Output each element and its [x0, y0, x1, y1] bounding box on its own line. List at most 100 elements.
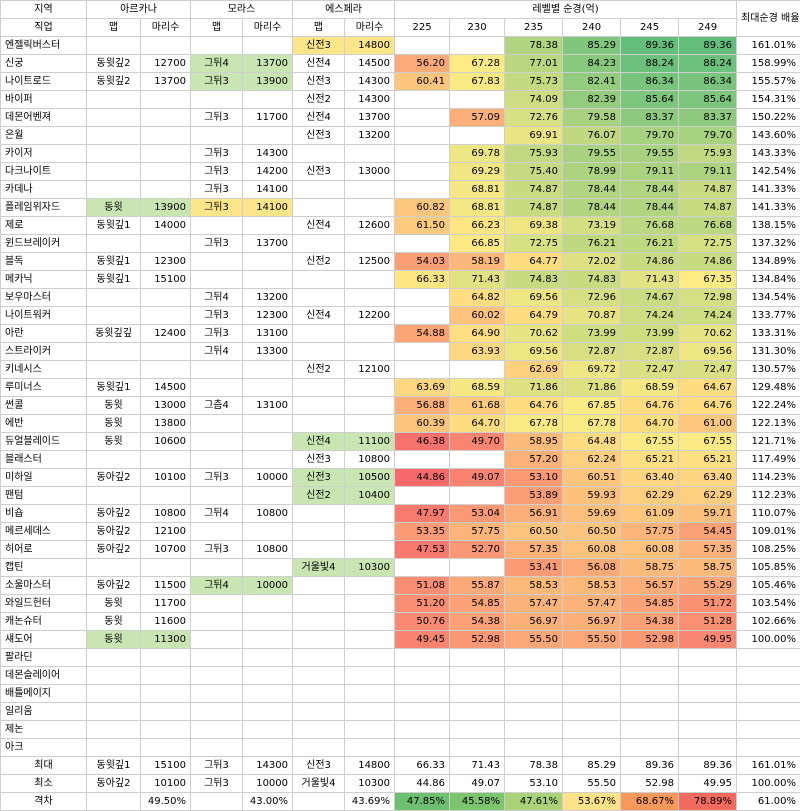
exp-value-230: 67.28 [450, 55, 505, 73]
exp-value-235: 53.41 [505, 559, 563, 577]
arcana-map [87, 37, 141, 55]
exp-value-249: 67.55 [679, 433, 737, 451]
exp-value-240: 71.86 [563, 379, 621, 397]
arcana-count: 12400 [141, 325, 191, 343]
exp-value-225: 54.88 [395, 325, 450, 343]
exp-value-249: 75.93 [679, 145, 737, 163]
exp-value-225: 47.53 [395, 541, 450, 559]
exp-value-235: 60.50 [505, 523, 563, 541]
exp-value-245: 79.11 [621, 163, 679, 181]
max-ratio: 134.54% [737, 289, 800, 307]
job-name: 미하일 [1, 469, 87, 487]
exp-value-240: 72.87 [563, 343, 621, 361]
morass-count: 13100 [243, 325, 293, 343]
esfera-map: 신전2 [293, 253, 345, 271]
exp-value-235: 74.09 [505, 91, 563, 109]
exp-value-230 [450, 703, 505, 721]
esfera-count: 14500 [345, 55, 395, 73]
exp-value-230: 68.59 [450, 379, 505, 397]
header-row-1: 지역 아르카나 모라스 에스페라 레벨별 순경(억) 최대순경 배율 [1, 1, 800, 19]
exp-value-249: 69.56 [679, 343, 737, 361]
max-ratio: 133.31% [737, 325, 800, 343]
arcana-count: 14000 [141, 217, 191, 235]
esfera-count [345, 145, 395, 163]
morass-count [243, 271, 293, 289]
esfera-count [345, 415, 395, 433]
morass-map: 그뒤3 [191, 757, 243, 775]
morass-map [191, 271, 243, 289]
job-name: 제논 [1, 721, 87, 739]
exp-value-240: 74.83 [563, 271, 621, 289]
morass-map [191, 415, 243, 433]
exp-value-225: 51.08 [395, 577, 450, 595]
arcana-count [141, 739, 191, 757]
summary-value-235: 47.61% [505, 793, 563, 811]
level-230-header: 230 [450, 19, 505, 37]
max-ratio: 158.99% [737, 55, 800, 73]
arcana-count: 15100 [141, 271, 191, 289]
exp-value-249: 72.98 [679, 289, 737, 307]
exp-value-249: 62.29 [679, 487, 737, 505]
arcana-map: 동윗깊2 [87, 73, 141, 91]
exp-value-225 [395, 487, 450, 505]
morass-count [243, 253, 293, 271]
arcana-count [141, 37, 191, 55]
exp-value-230: 66.23 [450, 217, 505, 235]
morass-map: 그뒤3 [191, 145, 243, 163]
exp-value-240: 78.44 [563, 181, 621, 199]
level-245-header: 245 [621, 19, 679, 37]
exp-value-240: 67.78 [563, 415, 621, 433]
morass-count [243, 433, 293, 451]
max-ratio: 129.48% [737, 379, 800, 397]
job-name: 블독 [1, 253, 87, 271]
arcana-map [87, 721, 141, 739]
arcana-count: 10800 [141, 505, 191, 523]
exp-value-230: 66.85 [450, 235, 505, 253]
esfera-count: 13200 [345, 127, 395, 145]
esfera-map: 신전3 [293, 73, 345, 91]
morass-count: 14100 [243, 199, 293, 217]
exp-value-235: 78.38 [505, 37, 563, 55]
morass-count: 11700 [243, 109, 293, 127]
esfera-count [345, 631, 395, 649]
morass-map: 그뒤3 [191, 325, 243, 343]
morass-count [243, 667, 293, 685]
job-name: 캡틴 [1, 559, 87, 577]
exp-value-245 [621, 649, 679, 667]
exp-value-225: 66.33 [395, 271, 450, 289]
morass-count [243, 721, 293, 739]
esfera-header: 에스페라 [293, 1, 395, 19]
max-ratio: 108.25% [737, 541, 800, 559]
esfera-map: 신전4 [293, 109, 345, 127]
morass-count [243, 523, 293, 541]
morass-count [243, 127, 293, 145]
arcana-count: 49.50% [141, 793, 191, 811]
exp-value-235: 75.93 [505, 145, 563, 163]
job-name: 플레임위자드 [1, 199, 87, 217]
exp-value-235: 55.50 [505, 631, 563, 649]
exp-value-225 [395, 145, 450, 163]
arcana-count [141, 289, 191, 307]
esfera-count: 10500 [345, 469, 395, 487]
arcana-map [87, 793, 141, 811]
max-ratio: 102.66% [737, 613, 800, 631]
summary-value-230: 49.07 [450, 775, 505, 793]
exp-value-245: 78.44 [621, 199, 679, 217]
exp-value-245: 78.44 [621, 181, 679, 199]
max-ratio: 134.89% [737, 253, 800, 271]
job-name: 메카닉 [1, 271, 87, 289]
esfera-map [293, 271, 345, 289]
arcana-map: 동아깊2 [87, 775, 141, 793]
exp-value-235 [505, 667, 563, 685]
job-name: 배틀메이지 [1, 685, 87, 703]
exp-value-240: 85.29 [563, 37, 621, 55]
exp-value-225 [395, 703, 450, 721]
max-ratio: 143.33% [737, 145, 800, 163]
esfera-map [293, 379, 345, 397]
exp-value-245: 64.76 [621, 397, 679, 415]
exp-value-240: 76.07 [563, 127, 621, 145]
job-name: 팬텀 [1, 487, 87, 505]
